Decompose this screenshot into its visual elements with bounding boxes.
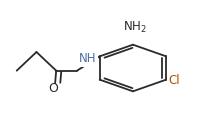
Text: NH: NH (79, 52, 96, 65)
Text: Cl: Cl (168, 74, 180, 87)
Text: O: O (48, 82, 58, 95)
Text: NH$_2$: NH$_2$ (123, 20, 147, 35)
